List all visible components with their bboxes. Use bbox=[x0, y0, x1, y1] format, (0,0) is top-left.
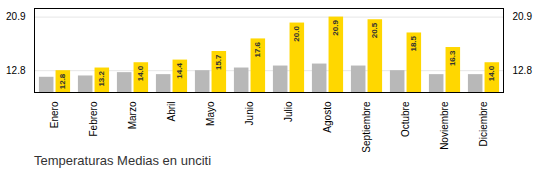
svg-text:20.0: 20.0 bbox=[292, 26, 301, 42]
svg-text:Septiembre: Septiembre bbox=[361, 101, 372, 152]
svg-text:Febrero: Febrero bbox=[88, 101, 99, 136]
svg-text:20.9: 20.9 bbox=[6, 11, 26, 22]
svg-text:Marzo: Marzo bbox=[127, 101, 138, 129]
svg-text:Enero: Enero bbox=[49, 101, 60, 128]
svg-text:12.8: 12.8 bbox=[513, 65, 533, 76]
svg-text:Diciembre: Diciembre bbox=[478, 101, 489, 146]
svg-text:Octubre: Octubre bbox=[400, 101, 411, 137]
svg-text:20.5: 20.5 bbox=[370, 22, 379, 38]
svg-text:14.0: 14.0 bbox=[136, 65, 145, 81]
svg-text:13.2: 13.2 bbox=[97, 70, 106, 86]
svg-text:18.5: 18.5 bbox=[409, 35, 418, 51]
svg-text:Junio: Junio bbox=[244, 101, 255, 125]
svg-text:Julio: Julio bbox=[283, 101, 294, 122]
svg-text:Agosto: Agosto bbox=[322, 101, 333, 133]
svg-text:Abril: Abril bbox=[166, 102, 177, 122]
svg-text:16.3: 16.3 bbox=[448, 50, 457, 66]
svg-text:12.8: 12.8 bbox=[6, 65, 26, 76]
svg-text:14.0: 14.0 bbox=[487, 65, 496, 81]
svg-text:20.9: 20.9 bbox=[331, 20, 340, 36]
svg-text:20.9: 20.9 bbox=[513, 11, 533, 22]
svg-text:17.6: 17.6 bbox=[253, 41, 262, 57]
svg-text:14.4: 14.4 bbox=[175, 63, 184, 79]
svg-text:Noviembre: Noviembre bbox=[439, 101, 450, 150]
html-text:Temperaturas Medias en unciti: Temperaturas Medias en unciti bbox=[34, 153, 211, 168]
svg-text:12.8: 12.8 bbox=[58, 73, 67, 89]
svg-text:15.7: 15.7 bbox=[214, 54, 223, 70]
svg-text:Mayo: Mayo bbox=[205, 101, 216, 126]
